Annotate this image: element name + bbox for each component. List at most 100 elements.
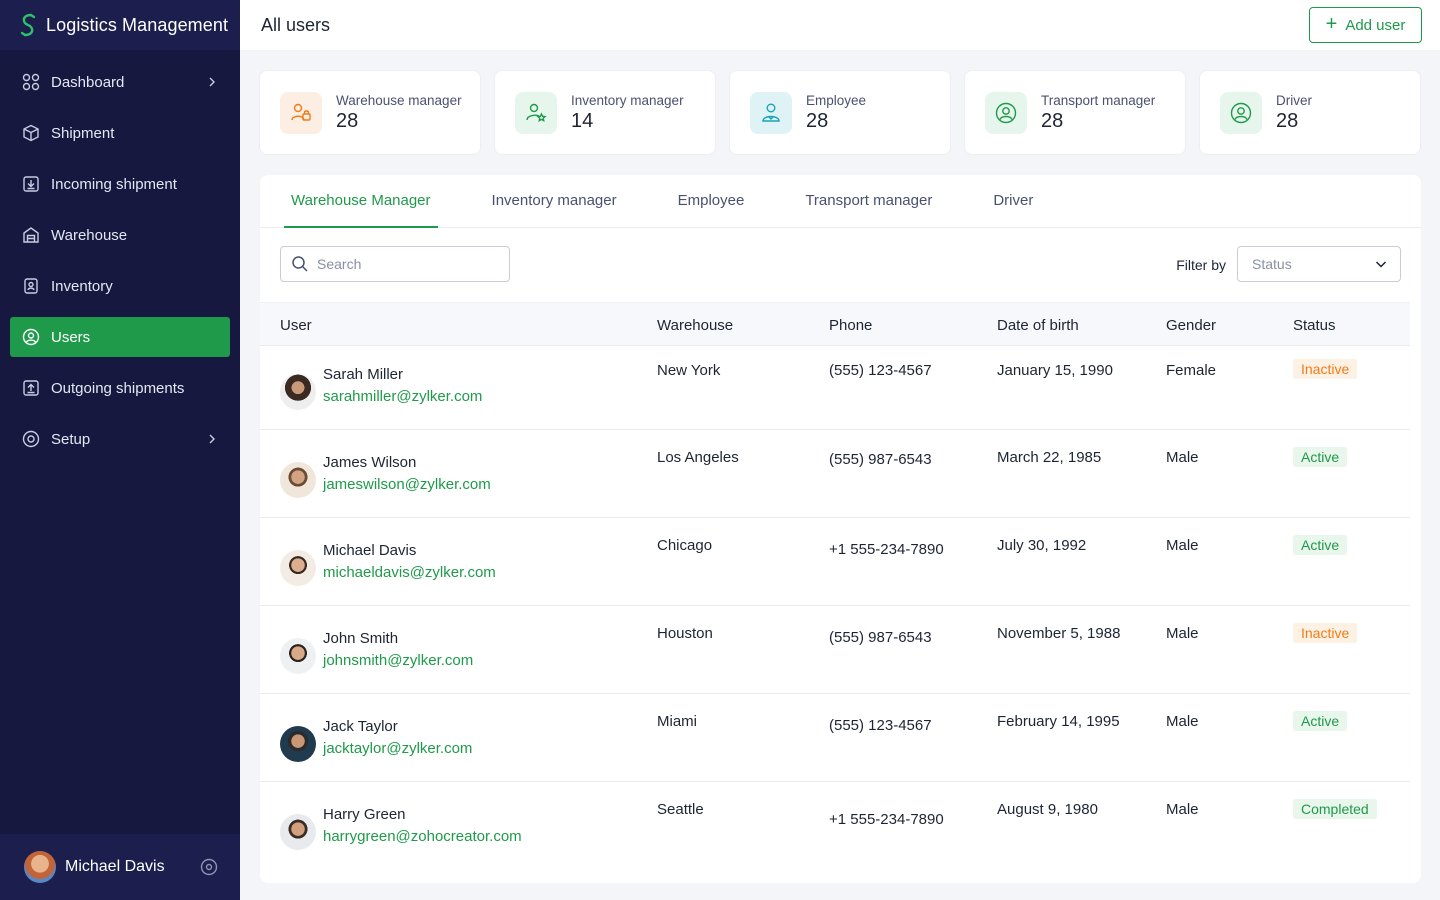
- column-header-warehouse[interactable]: Warehouse: [657, 316, 734, 334]
- column-header-date-of-birth[interactable]: Date of birth: [997, 316, 1079, 334]
- card-label: Employee: [806, 92, 867, 108]
- sidebar-item-label: Outgoing shipments: [51, 379, 185, 397]
- card-label: Transport manager: [1041, 92, 1156, 108]
- gender-cell: Male: [1166, 801, 1199, 818]
- table-row[interactable]: Harry Green harrygreen@zohocreator.com S…: [260, 782, 1410, 870]
- warehouse-cell: Seattle: [657, 801, 704, 818]
- status-badge: Inactive: [1293, 623, 1358, 643]
- sidebar: Logistics Management Dashboard Shipment: [0, 0, 240, 900]
- card-transport-manager[interactable]: Transport manager 28: [964, 70, 1186, 155]
- add-user-button[interactable]: + Add user: [1309, 7, 1422, 43]
- table-row[interactable]: Jack Taylor jacktaylor@zylker.com Miami …: [260, 694, 1410, 782]
- search-box[interactable]: [280, 246, 510, 282]
- user-name: John Smith: [323, 629, 399, 647]
- avatar: [280, 814, 316, 850]
- user-name: Harry Green: [323, 805, 406, 823]
- sidebar-item-label: Inventory: [51, 277, 113, 295]
- card-icon-wrap: [1220, 91, 1262, 134]
- user-star-icon: [526, 103, 547, 122]
- user-email[interactable]: jameswilson@zylker.com: [323, 475, 491, 493]
- card-inventory-manager[interactable]: Inventory manager 14: [494, 70, 716, 155]
- table-row[interactable]: Sarah Miller sarahmiller@zylker.com New …: [260, 346, 1410, 430]
- status-badge: Active: [1293, 447, 1348, 467]
- card-label: Inventory manager: [571, 92, 684, 108]
- gender-cell: Male: [1166, 625, 1199, 642]
- status-badge: Active: [1293, 711, 1348, 731]
- user-email[interactable]: johnsmith@zylker.com: [323, 651, 474, 669]
- card-driver[interactable]: Driver 28: [1199, 70, 1421, 155]
- user-circle-icon: [22, 328, 40, 346]
- card-count: 28: [336, 109, 359, 132]
- table-row[interactable]: James Wilson jameswilson@zylker.com Los …: [260, 430, 1410, 518]
- box-icon: [23, 124, 39, 142]
- inbox-download-icon: [23, 176, 39, 192]
- sidebar-item-incoming-shipment[interactable]: Incoming shipment: [10, 164, 230, 204]
- table-row[interactable]: Michael Davis michaeldavis@zylker.com Ch…: [260, 518, 1410, 606]
- filter-label: Filter by: [1176, 257, 1226, 273]
- gender-cell: Male: [1166, 449, 1199, 466]
- column-header-user[interactable]: User: [280, 316, 312, 334]
- page-title: All users: [261, 14, 331, 35]
- role-tabs: Warehouse Manager Inventory manager Empl…: [260, 175, 1421, 228]
- column-header-status[interactable]: Status: [1293, 316, 1336, 334]
- user-name: Jack Taylor: [323, 717, 398, 735]
- sidebar-item-outgoing-shipments[interactable]: Outgoing shipments: [10, 368, 230, 408]
- card-employee[interactable]: Employee 28: [729, 70, 951, 155]
- settings-circle-icon: [22, 430, 40, 448]
- search-input[interactable]: [317, 256, 497, 272]
- table-header-row: User Warehouse Phone Date of birth Gende…: [260, 302, 1410, 346]
- sidebar-item-dashboard[interactable]: Dashboard: [10, 62, 230, 102]
- phone-cell: (555) 123-4567: [829, 717, 932, 734]
- grid-icon: [22, 73, 40, 91]
- card-warehouse-manager[interactable]: Warehouse manager 28: [259, 70, 481, 155]
- phone-cell: (555) 987-6543: [829, 629, 932, 646]
- user-email[interactable]: michaeldavis@zylker.com: [323, 563, 496, 581]
- phone-cell: +1 555-234-7890: [829, 541, 944, 558]
- avatar: [24, 851, 56, 883]
- settings-icon[interactable]: [200, 858, 218, 876]
- logo-icon: [20, 13, 36, 37]
- warehouse-icon: [23, 227, 39, 243]
- summary-cards: Warehouse manager 28 Inventory manager 1…: [259, 70, 1421, 155]
- brand[interactable]: Logistics Management: [0, 0, 240, 50]
- chevron-right-icon: [209, 77, 215, 87]
- card-count: 28: [1276, 109, 1299, 132]
- clipboard-icon: [24, 278, 38, 294]
- status-filter-select[interactable]: Status: [1237, 246, 1401, 282]
- user-email[interactable]: harrygreen@zohocreator.com: [323, 827, 522, 845]
- users-table: User Warehouse Phone Date of birth Gende…: [260, 302, 1410, 870]
- dob-cell: August 9, 1980: [997, 801, 1098, 818]
- main-content: All users + Add user Warehouse manager 2…: [240, 0, 1440, 900]
- add-user-label: Add user: [1345, 16, 1406, 34]
- sidebar-item-label: Incoming shipment: [51, 175, 177, 193]
- sidebar-item-warehouse[interactable]: Warehouse: [10, 215, 230, 255]
- current-user-card[interactable]: Michael Davis: [0, 834, 240, 900]
- user-email[interactable]: sarahmiller@zylker.com: [323, 387, 483, 405]
- outbox-upload-icon: [23, 380, 39, 396]
- tab-warehouse-manager[interactable]: Warehouse Manager: [284, 175, 438, 228]
- table-row[interactable]: John Smith johnsmith@zylker.com Houston …: [260, 606, 1410, 694]
- tab-driver[interactable]: Driver: [993, 192, 1034, 209]
- phone-cell: +1 555-234-7890: [829, 811, 944, 828]
- gender-cell: Female: [1166, 362, 1217, 379]
- sidebar-item-inventory[interactable]: Inventory: [10, 266, 230, 306]
- avatar: [280, 462, 316, 498]
- tab-transport-manager[interactable]: Transport manager: [805, 192, 933, 209]
- dob-cell: January 15, 1990: [997, 362, 1113, 379]
- dob-cell: March 22, 1985: [997, 449, 1102, 466]
- tab-employee[interactable]: Employee: [677, 192, 745, 209]
- user-email[interactable]: jacktaylor@zylker.com: [323, 739, 473, 757]
- card-label: Driver: [1276, 92, 1312, 108]
- dob-cell: November 5, 1988: [997, 625, 1121, 642]
- warehouse-cell: Miami: [657, 713, 697, 730]
- phone-cell: (555) 123-4567: [829, 362, 932, 379]
- sidebar-item-users[interactable]: Users: [10, 317, 230, 357]
- sidebar-item-label: Dashboard: [51, 73, 125, 91]
- column-header-gender[interactable]: Gender: [1166, 316, 1217, 334]
- sidebar-item-setup[interactable]: Setup: [10, 419, 230, 459]
- column-header-phone[interactable]: Phone: [829, 316, 873, 334]
- card-count: 14: [571, 109, 594, 132]
- sidebar-item-shipment[interactable]: Shipment: [10, 113, 230, 153]
- tab-inventory-manager[interactable]: Inventory manager: [491, 192, 617, 209]
